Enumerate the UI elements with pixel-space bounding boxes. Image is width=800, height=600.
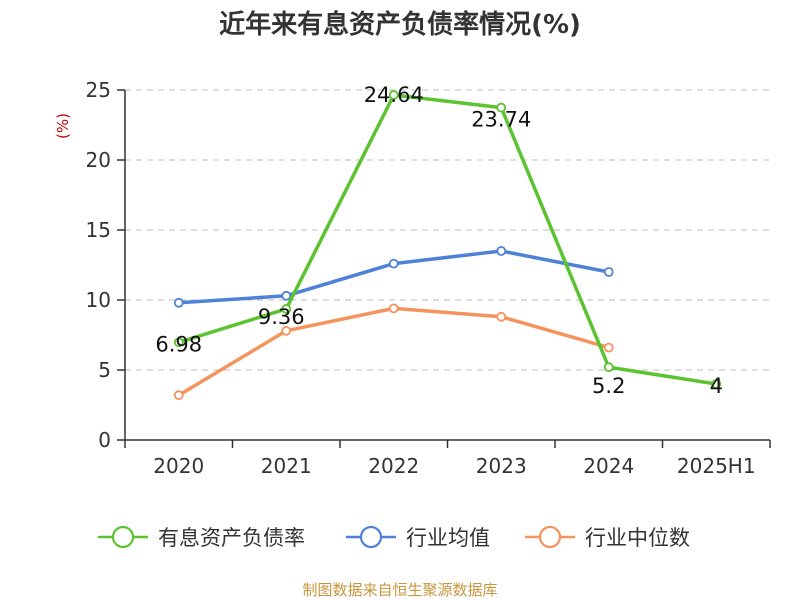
series-interest-debt-ratio-point xyxy=(281,304,292,314)
series-interest-debt-ratio-point xyxy=(173,337,184,348)
data-labels: 6.98 9.36 24.64 23.74 5.2 4 xyxy=(155,83,723,398)
data-label: 9.36 xyxy=(258,305,305,329)
legend-label: 有息资产负债率 xyxy=(158,526,305,550)
source-note: 制图数据来自恒生聚源数据库 xyxy=(302,581,497,599)
series-industry-mean-point xyxy=(281,290,292,301)
y-axis-unit-label: (%) xyxy=(54,113,72,139)
x-tick-label: 2020 xyxy=(153,454,204,478)
series-interest-debt-ratio-point xyxy=(711,379,722,389)
data-label: 4 xyxy=(710,374,723,398)
series-industry-median-point xyxy=(603,342,614,353)
x-tick-label: 2024 xyxy=(583,454,634,478)
legend-marker xyxy=(359,525,383,549)
data-label: 23.74 xyxy=(471,108,531,132)
legend: 有息资产负债率 行业均值 行业中位数 xyxy=(98,525,690,550)
series-layer xyxy=(173,90,722,401)
y-tick-label: 5 xyxy=(98,358,111,382)
series-industry-median-point xyxy=(173,390,184,401)
series-industry-median-point xyxy=(496,311,507,322)
y-tick-label: 15 xyxy=(86,218,111,242)
data-label: 6.98 xyxy=(155,332,202,356)
y-tick-label: 0 xyxy=(98,428,111,452)
series-industry-mean-point xyxy=(388,258,399,269)
x-tick-label: 2022 xyxy=(368,454,419,478)
series-interest-debt-ratio-point xyxy=(603,362,614,373)
legend-marker xyxy=(111,525,135,549)
series-industry-median-point xyxy=(388,303,399,314)
series-industry-mean-point xyxy=(173,297,184,308)
chart-title: 近年来有息资产负债率情况(%) xyxy=(219,9,581,40)
gridlines xyxy=(125,89,770,371)
series-interest-debt-ratio-point xyxy=(496,102,507,113)
x-axis-ticks: 2020 2021 2022 2023 2024 2025H1 xyxy=(124,440,771,478)
series-industry-median-point xyxy=(281,325,292,336)
series-interest-debt-ratio-line xyxy=(178,93,717,386)
y-tick-label: 20 xyxy=(86,148,111,172)
data-label: 24.64 xyxy=(364,83,424,107)
series-industry-mean-point xyxy=(496,246,507,256)
y-tick-label: 25 xyxy=(86,78,111,102)
data-label: 5.2 xyxy=(592,374,625,398)
x-tick-label: 2021 xyxy=(261,454,312,478)
x-tick-label: 2023 xyxy=(476,454,527,478)
series-industry-mean-point xyxy=(603,267,614,277)
legend-label: 行业中位数 xyxy=(585,526,690,550)
x-tick-label: 2025H1 xyxy=(677,454,756,478)
y-axis-ticks: 0 5 10 15 20 25 xyxy=(86,78,125,452)
legend-label: 行业均值 xyxy=(406,526,490,550)
legend-marker xyxy=(538,525,562,549)
series-interest-debt-ratio-point xyxy=(388,90,399,100)
y-tick-label: 10 xyxy=(86,288,111,312)
axes xyxy=(124,90,770,441)
